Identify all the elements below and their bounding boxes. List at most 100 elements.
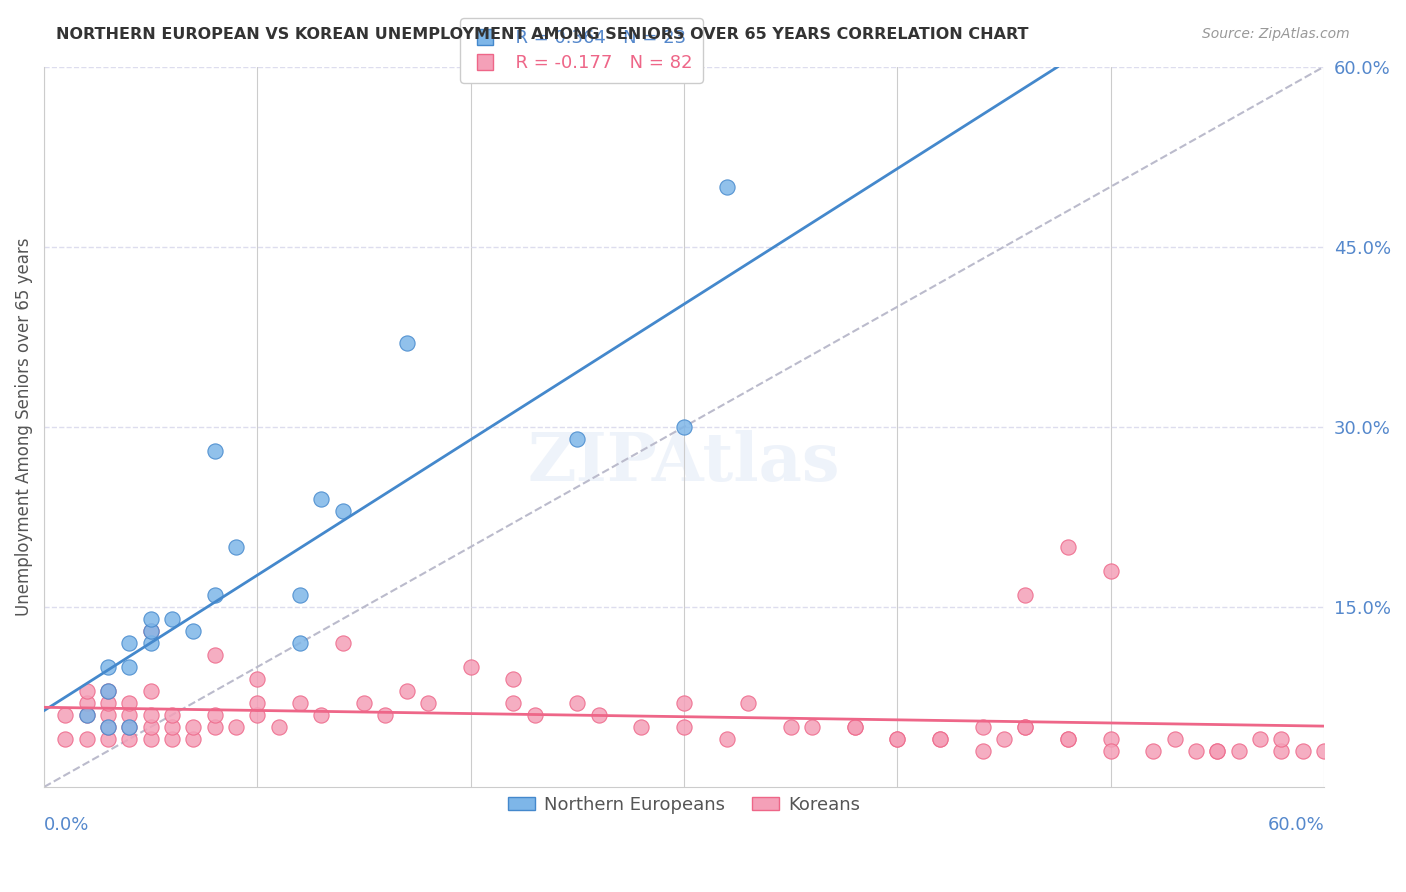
Point xyxy=(97,696,120,710)
Point xyxy=(311,707,333,722)
Point xyxy=(353,696,375,710)
Text: Source: ZipAtlas.com: Source: ZipAtlas.com xyxy=(1202,27,1350,41)
Point xyxy=(993,731,1015,746)
Point xyxy=(288,588,311,602)
Point xyxy=(76,696,98,710)
Point xyxy=(139,636,162,650)
Point xyxy=(801,720,824,734)
Point xyxy=(737,696,759,710)
Point xyxy=(118,660,141,674)
Point xyxy=(886,731,908,746)
Point xyxy=(76,707,98,722)
Point xyxy=(204,648,226,662)
Point xyxy=(139,612,162,626)
Point xyxy=(929,731,952,746)
Point xyxy=(204,588,226,602)
Point xyxy=(139,707,162,722)
Point xyxy=(97,720,120,734)
Point xyxy=(523,707,546,722)
Point xyxy=(204,443,226,458)
Point xyxy=(183,720,205,734)
Point xyxy=(118,731,141,746)
Point xyxy=(246,696,269,710)
Point xyxy=(139,720,162,734)
Point xyxy=(886,731,908,746)
Text: NORTHERN EUROPEAN VS KOREAN UNEMPLOYMENT AMONG SENIORS OVER 65 YEARS CORRELATION: NORTHERN EUROPEAN VS KOREAN UNEMPLOYMENT… xyxy=(56,27,1029,42)
Point xyxy=(97,684,120,698)
Point xyxy=(1057,731,1080,746)
Point xyxy=(1185,744,1208,758)
Point xyxy=(844,720,866,734)
Point xyxy=(567,432,589,446)
Point xyxy=(76,731,98,746)
Point xyxy=(1057,540,1080,554)
Point xyxy=(97,720,120,734)
Point xyxy=(332,636,354,650)
Point xyxy=(139,624,162,638)
Point xyxy=(1099,564,1122,578)
Point xyxy=(1270,744,1292,758)
Point xyxy=(76,684,98,698)
Point xyxy=(118,720,141,734)
Point xyxy=(118,636,141,650)
Point xyxy=(225,540,247,554)
Point xyxy=(1249,731,1271,746)
Text: 60.0%: 60.0% xyxy=(1267,816,1324,834)
Point xyxy=(1292,744,1315,758)
Point xyxy=(1313,744,1336,758)
Point xyxy=(588,707,610,722)
Point xyxy=(204,720,226,734)
Point xyxy=(97,707,120,722)
Point xyxy=(779,720,801,734)
Point xyxy=(502,672,524,686)
Point xyxy=(673,419,696,434)
Text: 0.0%: 0.0% xyxy=(44,816,90,834)
Text: ZIPAtlas: ZIPAtlas xyxy=(527,430,841,495)
Point xyxy=(716,731,738,746)
Point xyxy=(225,720,247,734)
Point xyxy=(55,731,77,746)
Point xyxy=(246,707,269,722)
Point xyxy=(1227,744,1250,758)
Point xyxy=(267,720,290,734)
Point xyxy=(183,731,205,746)
Point xyxy=(972,744,994,758)
Point xyxy=(97,660,120,674)
Point xyxy=(118,707,141,722)
Point xyxy=(139,731,162,746)
Point xyxy=(76,707,98,722)
Point xyxy=(139,624,162,638)
Point xyxy=(118,720,141,734)
Point xyxy=(716,179,738,194)
Point xyxy=(567,696,589,710)
Point xyxy=(460,660,482,674)
Point xyxy=(246,672,269,686)
Point xyxy=(311,491,333,506)
Point xyxy=(1206,744,1229,758)
Point xyxy=(183,624,205,638)
Point xyxy=(1099,731,1122,746)
Point xyxy=(374,707,396,722)
Y-axis label: Unemployment Among Seniors over 65 years: Unemployment Among Seniors over 65 years xyxy=(15,237,32,616)
Point xyxy=(1142,744,1164,758)
Point xyxy=(972,720,994,734)
Point xyxy=(160,731,183,746)
Point xyxy=(332,504,354,518)
Point xyxy=(1206,744,1229,758)
Point xyxy=(673,720,696,734)
Point xyxy=(1270,731,1292,746)
Point xyxy=(160,720,183,734)
Point xyxy=(844,720,866,734)
Point xyxy=(395,335,418,350)
Point xyxy=(502,696,524,710)
Point xyxy=(1057,731,1080,746)
Point xyxy=(139,684,162,698)
Point xyxy=(160,612,183,626)
Point xyxy=(395,684,418,698)
Point xyxy=(416,696,439,710)
Point xyxy=(929,731,952,746)
Point xyxy=(288,636,311,650)
Point xyxy=(97,731,120,746)
Point xyxy=(204,707,226,722)
Legend: Northern Europeans, Koreans: Northern Europeans, Koreans xyxy=(501,789,868,822)
